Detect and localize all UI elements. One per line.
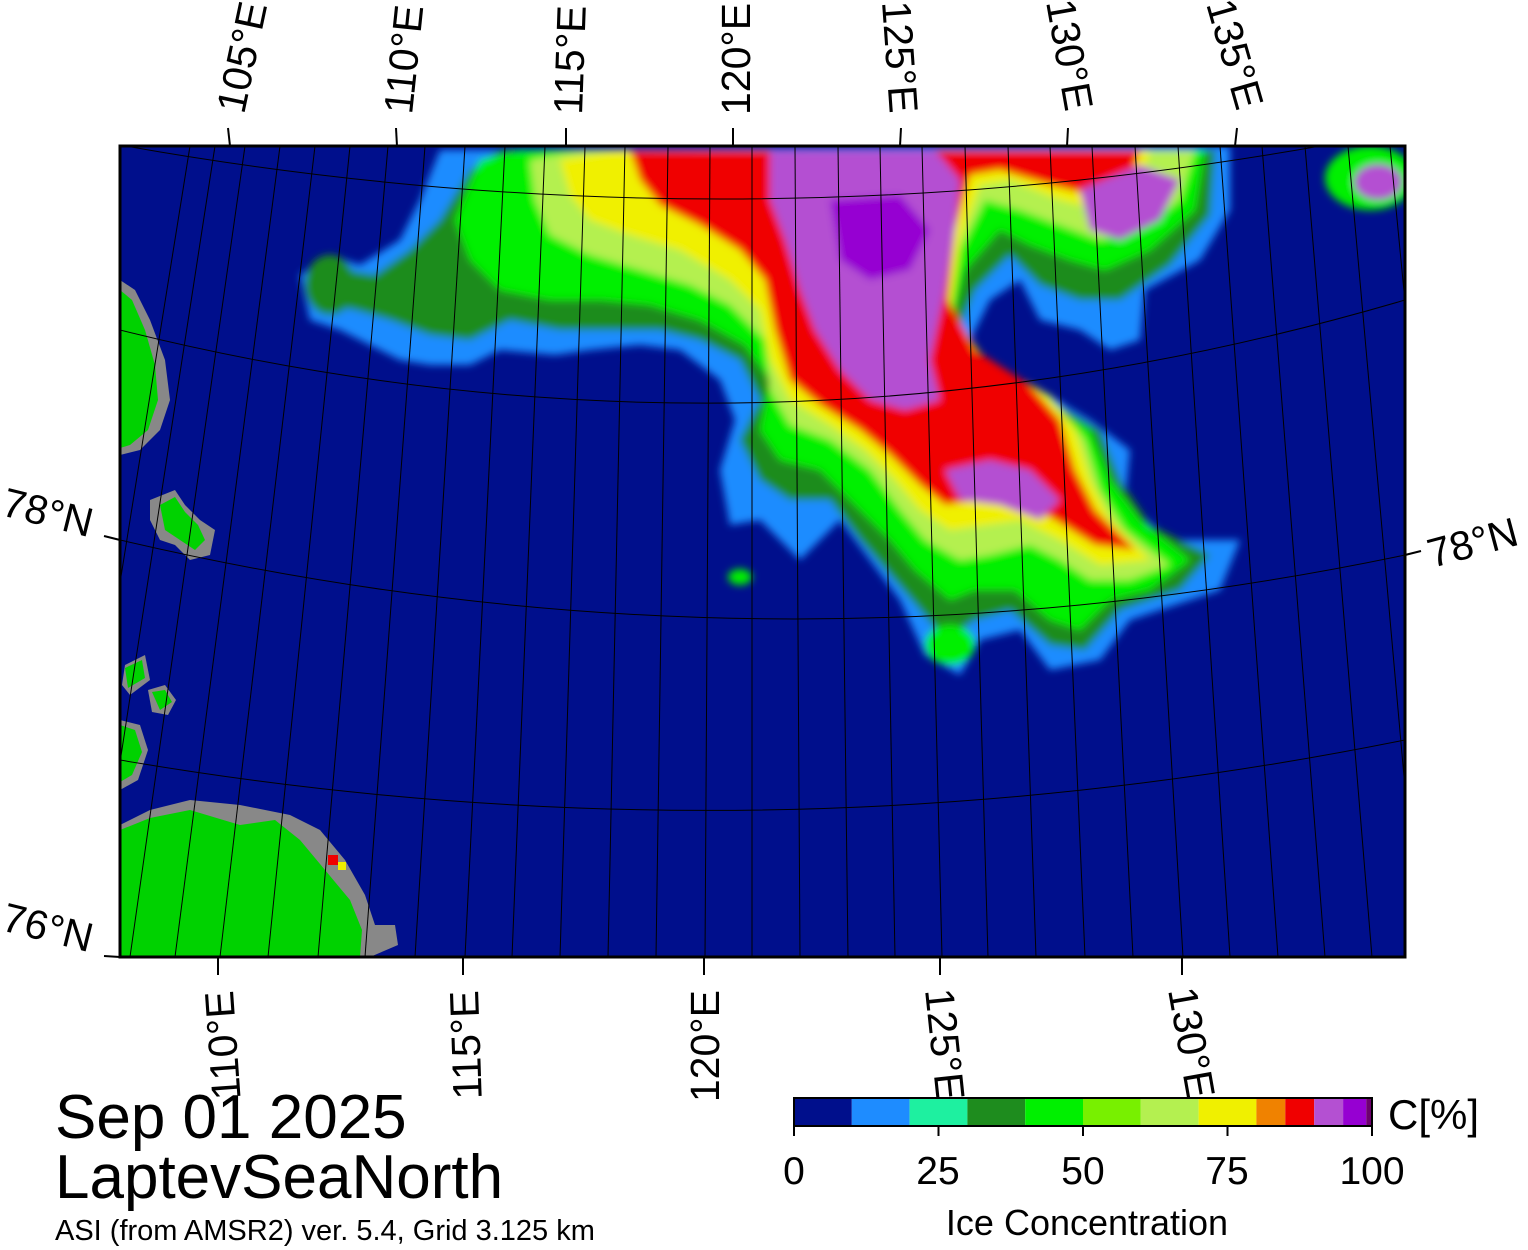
top-meridian-labels: 105°E 110°E 115°E 120°E 125°E 130°E 135°…	[208, 0, 1273, 117]
lon-label-top: 115°E	[545, 5, 595, 116]
colorbar-unit: C[%]	[1388, 1091, 1480, 1138]
lon-label-bottom: 130°E	[1159, 984, 1224, 1102]
lon-label-top: 130°E	[1037, 0, 1102, 114]
colorbar	[793, 1097, 1373, 1136]
island	[125, 660, 145, 688]
colorbar-tick-label: 75	[1205, 1150, 1249, 1193]
lon-label-bottom: 110°E	[196, 989, 249, 1101]
lon-label-bottom: 125°E	[916, 986, 973, 1102]
colorbar-bin	[909, 1098, 968, 1126]
parallel	[122, 146, 1324, 200]
map-frame	[118, 144, 1407, 959]
lat-label-left: 78°N	[0, 479, 98, 546]
parallel-labels: 78°N 76°N 78°N	[0, 479, 1523, 961]
meridians	[120, 146, 1405, 957]
ice-purple-3	[945, 460, 1060, 520]
parallel	[120, 539, 1405, 620]
colorbar-bin	[1314, 1098, 1344, 1126]
graticule	[120, 146, 1405, 957]
coast-lower	[120, 810, 362, 957]
ice-core	[830, 195, 930, 280]
ice-fragment	[728, 569, 752, 585]
coast-pixel-yellow	[338, 862, 346, 870]
colorbar-bin	[1366, 1098, 1372, 1126]
colorbar-tick-label: 50	[1061, 1150, 1105, 1193]
lon-label-top: 105°E	[208, 0, 276, 117]
colorbar-tick-label: 100	[1339, 1150, 1405, 1193]
colorbar-bin	[1285, 1098, 1315, 1126]
region-title: LaptevSeaNorth	[55, 1143, 504, 1212]
colorbar-bin	[1256, 1098, 1286, 1126]
colorbar-tick-label: 25	[916, 1150, 960, 1193]
parallel	[120, 739, 1405, 811]
lon-label-top: 120°E	[713, 3, 759, 115]
lon-label-bottom: 120°E	[682, 990, 728, 1102]
colorbar-bin	[1343, 1098, 1367, 1126]
product-info: ASI (from AMSR2) ver. 5.4, Grid 3.125 km	[55, 1215, 595, 1247]
colorbar-bin	[967, 1098, 1026, 1126]
coast-pixel-red	[328, 855, 338, 865]
lat-label-left: 76°N	[0, 894, 98, 961]
parallel	[120, 299, 1405, 404]
colorbar-bin	[851, 1098, 910, 1126]
colorbar-bin	[1198, 1098, 1257, 1126]
lon-label-top: 135°E	[1197, 0, 1272, 114]
lon-label-top: 125°E	[873, 0, 927, 115]
colorbar-bin	[1140, 1098, 1199, 1126]
land	[120, 280, 398, 957]
lat-label-right: 78°N	[1422, 509, 1522, 577]
lon-label-top: 110°E	[375, 3, 432, 116]
colorbar-label: Ice Concentration	[945, 1202, 1229, 1243]
colorbar-bin	[1083, 1098, 1141, 1126]
ice-patch-ne-core	[1354, 164, 1402, 200]
sea-ice-field	[300, 146, 1405, 675]
ice-purple-2	[1080, 165, 1180, 240]
date-title: Sep 01 2025	[55, 1083, 407, 1152]
lon-label-bottom: 115°E	[441, 990, 491, 1101]
island	[160, 497, 205, 550]
colorbar-bin	[1025, 1098, 1083, 1126]
map-area	[120, 146, 1405, 957]
coast-upper	[120, 290, 158, 448]
colorbar-tick-label: 0	[783, 1150, 805, 1193]
ice-fragment	[925, 625, 975, 665]
frame-ticks	[103, 127, 1422, 975]
colorbar-bin	[794, 1098, 852, 1126]
ice-fragment	[305, 255, 355, 315]
coast-mid	[120, 725, 142, 782]
